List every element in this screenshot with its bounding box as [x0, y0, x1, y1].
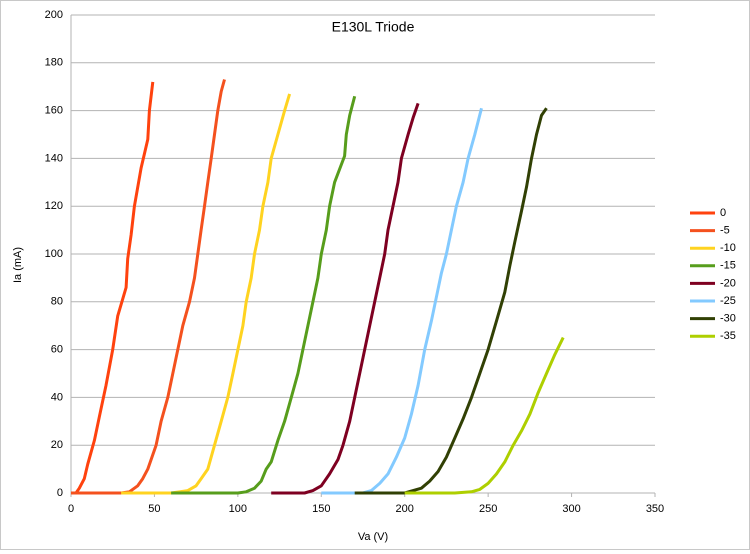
y-tick-label: 200	[45, 9, 63, 21]
legend-label: -10	[720, 242, 736, 254]
x-tick-label: 350	[646, 503, 664, 515]
y-tick-label: 140	[45, 152, 63, 164]
series-line	[354, 107, 548, 495]
y-tick-label: 80	[51, 296, 63, 308]
x-tick-label: 0	[68, 503, 74, 515]
x-tick-label: 300	[562, 503, 580, 515]
x-tick-label: 100	[229, 503, 247, 515]
series-line	[171, 95, 357, 495]
y-tick-label: 100	[45, 248, 63, 260]
series-line	[71, 79, 226, 495]
y-tick-label: 0	[57, 487, 63, 499]
series-line	[74, 81, 155, 494]
series-line	[404, 336, 565, 495]
legend-label: -15	[720, 260, 736, 272]
legend-label: -35	[720, 330, 736, 342]
legend-label: -20	[720, 277, 736, 289]
x-tick-label: 150	[312, 503, 330, 515]
legend-label: 0	[720, 207, 726, 219]
x-tick-label: 250	[479, 503, 497, 515]
y-tick-label: 40	[51, 391, 63, 403]
x-tick-label: 50	[148, 503, 160, 515]
series-line	[321, 107, 483, 495]
x-tick-label: 200	[396, 503, 414, 515]
legend-label: -5	[720, 225, 730, 237]
series-line	[271, 102, 420, 495]
legend-label: -30	[720, 313, 736, 325]
y-axis-label: Ia (mA)	[12, 247, 24, 283]
y-tick-label: 60	[51, 344, 63, 356]
y-tick-label: 180	[45, 57, 63, 69]
y-tick-label: 120	[45, 200, 63, 212]
chart-title: E130L Triode	[332, 19, 415, 35]
y-tick-label: 20	[51, 439, 63, 451]
y-tick-label: 160	[45, 105, 63, 117]
x-axis-label: Va (V)	[358, 531, 388, 543]
legend-label: -25	[720, 295, 736, 307]
series-line	[121, 93, 292, 495]
